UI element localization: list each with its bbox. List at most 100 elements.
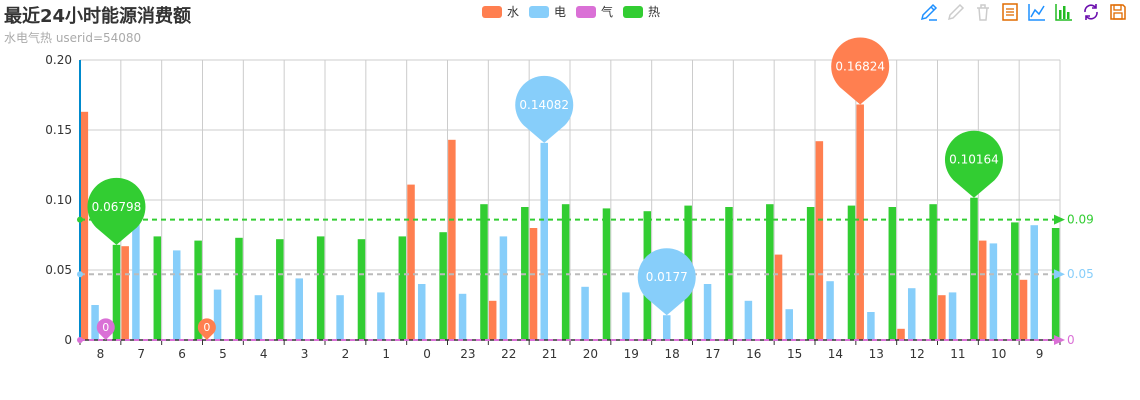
bar [847, 205, 856, 340]
bar [121, 246, 129, 340]
bar [254, 295, 263, 340]
legend-item-water[interactable]: 水 [482, 3, 519, 20]
bar [978, 240, 987, 340]
mark-pin [831, 37, 890, 105]
restore-icon[interactable] [1081, 2, 1101, 22]
average-line-start [77, 337, 83, 343]
bar [172, 250, 181, 340]
average-line-label: 0.05 [1067, 267, 1094, 281]
bar [153, 236, 162, 340]
bar [91, 305, 99, 340]
x-tick-label: 0 [423, 347, 431, 361]
x-tick-label: 15 [787, 347, 802, 361]
mark-pin [197, 318, 216, 340]
y-tick-label: 0 [64, 333, 72, 347]
save-image-icon[interactable] [1108, 2, 1128, 22]
mark-pin [944, 130, 1003, 198]
y-tick-label: 0.20 [45, 53, 72, 67]
bar [295, 278, 303, 340]
mark-pin-label: 0 [102, 321, 109, 334]
x-tick-label: 5 [219, 347, 227, 361]
average-line-arrow [1054, 335, 1065, 345]
bar-chart-icon[interactable] [1054, 2, 1074, 22]
bar [357, 239, 366, 340]
bar [766, 204, 774, 340]
toolbox [919, 2, 1128, 22]
bar [970, 197, 978, 340]
x-tick-label: 1 [382, 347, 390, 361]
bar [826, 281, 834, 340]
x-tick-label: 16 [746, 347, 761, 361]
bar [80, 111, 89, 340]
data-view-icon[interactable] [1000, 2, 1020, 22]
y-tick-label: 0.05 [45, 263, 72, 277]
bar [929, 204, 937, 340]
x-tick-label: 22 [501, 347, 516, 361]
bar [499, 236, 508, 340]
bar [774, 254, 783, 340]
bar [1019, 279, 1028, 340]
bar [480, 204, 488, 340]
y-tick-label: 0.10 [45, 193, 72, 207]
bar [540, 142, 548, 340]
chart-title: 最近24小时能源消费额 [4, 6, 192, 27]
mark-pin [96, 318, 115, 340]
bar [1051, 228, 1060, 340]
mark-pin [515, 75, 574, 143]
x-tick-label: 6 [178, 347, 186, 361]
x-tick-label: 20 [583, 347, 598, 361]
bar [194, 240, 202, 340]
bar [897, 328, 905, 340]
mark-undo-icon[interactable] [946, 2, 966, 22]
legend-swatch [482, 5, 502, 18]
legend-item-gas[interactable]: 气 [576, 3, 613, 20]
bar [407, 184, 415, 340]
legend-label: 水 [507, 5, 520, 19]
bar [907, 288, 916, 340]
x-tick-label: 12 [909, 347, 924, 361]
bar [856, 104, 864, 341]
bar [785, 309, 793, 340]
x-tick-label: 13 [869, 347, 884, 361]
legend-swatch [529, 5, 550, 18]
legend-item-electricity[interactable]: 电 [529, 3, 566, 20]
bar [744, 300, 753, 340]
mark-pin-label: 0.0177 [646, 270, 688, 284]
legend-label: 热 [648, 5, 661, 19]
x-tick-label: 10 [991, 347, 1006, 361]
legend-item-heat[interactable]: 热 [623, 3, 660, 20]
bar [235, 237, 243, 340]
legend: 水 电 气 热 [482, 3, 660, 20]
x-tick-label: 11 [950, 347, 965, 361]
average-line-start [77, 271, 83, 278]
bar [662, 315, 671, 340]
bar [938, 295, 946, 340]
bar [581, 286, 589, 340]
average-line-arrow [1054, 214, 1065, 225]
x-tick-label: 21 [542, 347, 557, 361]
mark-icon[interactable] [919, 2, 939, 22]
x-tick-label: 18 [664, 347, 679, 361]
bar [398, 236, 407, 340]
legend-label: 气 [601, 5, 614, 19]
average-line-start [77, 216, 83, 223]
bar [948, 292, 957, 340]
bar [622, 292, 630, 340]
bar [815, 141, 824, 340]
legend-swatch [623, 5, 644, 18]
mark-pin-label: 0 [203, 321, 210, 334]
chart-subtitle: 水电气热 userid=54080 [4, 31, 142, 45]
bar [417, 284, 426, 340]
bar [112, 244, 121, 340]
mark-pin [87, 177, 146, 245]
bar [448, 139, 456, 340]
bar [561, 204, 570, 340]
bar [488, 300, 497, 340]
line-chart-icon[interactable] [1027, 2, 1047, 22]
mark-pin-label: 0.10164 [949, 153, 999, 167]
bar [316, 236, 325, 340]
x-tick-label: 3 [301, 347, 309, 361]
mark-clear-icon[interactable] [973, 2, 993, 22]
x-tick-label: 23 [460, 347, 475, 361]
